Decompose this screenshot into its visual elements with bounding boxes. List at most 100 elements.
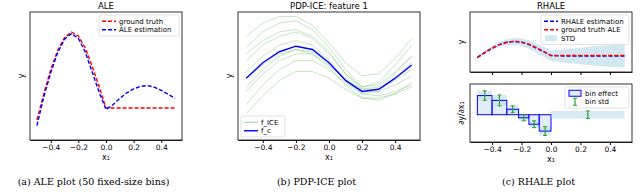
plot-area [37, 32, 175, 126]
x-tick-label: 0.2 [575, 145, 587, 154]
y-axis-title: y [17, 73, 26, 78]
x-tick: −0.4 [483, 142, 501, 154]
bin-std-errorbar [497, 95, 501, 106]
legend-label: RHALE estimation [561, 18, 624, 26]
errorbar-stem [545, 127, 546, 136]
errorbar-cap [586, 110, 590, 111]
plot-area [246, 16, 411, 113]
x-tick: 0.2 [357, 140, 369, 152]
legend: RHALE estimationground truth ALESTD [541, 15, 629, 45]
legend: f_ICEf_c [241, 116, 285, 137]
x-tick [522, 72, 523, 75]
errorbar-cap [532, 120, 536, 121]
x-axis-title: x₁ [102, 153, 110, 162]
errorbar-cap [522, 114, 526, 115]
errorbar-cap [511, 105, 515, 106]
x-tick-mark [610, 72, 611, 75]
ice-line [246, 21, 411, 87]
x-tick: 0.0 [324, 140, 336, 152]
figure-svg: −0.4 −0.2 0.0 0.2 0.4 ALE x₁ y (a) ALE plot (50 … [0, 0, 640, 192]
chart-title: RHALE [537, 1, 565, 11]
errorbar-stem [512, 106, 513, 113]
panel: −0.4 −0.2 0.0 0.2 0.4 ALE x₁ y (a) ALE plot (50 … [17, 1, 183, 187]
series-line [37, 34, 175, 126]
x-tick: −0.2 [287, 140, 305, 152]
legend-swatch [102, 21, 116, 22]
x-tick-mark [522, 72, 523, 75]
errorbar-cap [543, 135, 547, 136]
x-tick: 0.4 [156, 140, 168, 152]
plot-frame [470, 12, 632, 72]
x-tick: 0.0 [546, 142, 558, 154]
errorbar-cap [532, 127, 536, 128]
series-line [37, 32, 175, 120]
errorbar-cap [543, 126, 547, 127]
errorbar-cap [497, 94, 501, 95]
bin-std-errorbar [511, 106, 515, 113]
x-axis: −0.4 −0.2 0.0 0.2 0.4 [239, 140, 421, 152]
errorbar-cap [483, 100, 487, 101]
x-tick-label: 0.2 [128, 143, 140, 152]
plot-frame [30, 12, 182, 140]
x-tick: 0.4 [390, 140, 402, 152]
legend-swatch-cap [573, 98, 577, 99]
x-tick: −0.2 [70, 140, 88, 152]
chart-title: ALE [98, 1, 114, 11]
errorbar-stem [533, 121, 534, 128]
panel: RHALEy(c) RHALE plotRHALE estimationgrou… [457, 1, 633, 187]
legend: bin effectbin std [565, 87, 629, 108]
x-tick-mark [551, 72, 552, 75]
x-tick-label: −0.2 [513, 145, 531, 154]
x-tick-mark [492, 72, 493, 75]
legend-label: f_ICE [261, 119, 278, 127]
y-axis-title: ∂y/∂x₁ [457, 101, 466, 125]
plot-area [477, 91, 624, 136]
x-tick-label: 0.4 [156, 143, 168, 152]
legend-swatch [545, 35, 557, 41]
legend-box [99, 15, 179, 36]
legend-label: bin std [585, 98, 609, 106]
figure: −0.4 −0.2 0.0 0.2 0.4 ALE x₁ y (a) ALE plot (50 … [0, 0, 640, 192]
x-tick-label: −0.4 [42, 143, 60, 152]
bin-std-area [519, 115, 529, 121]
legend-box [565, 87, 629, 108]
x-tick [610, 72, 611, 75]
legend-label: f_c [261, 127, 271, 135]
x-tick: 0.4 [604, 142, 616, 154]
errorbar-cap [586, 118, 590, 119]
errorbar-stem [523, 115, 524, 121]
x-tick-label: −0.2 [287, 143, 305, 152]
legend-label: ALE estimation [119, 26, 172, 34]
x-axis-title: x₁ [547, 155, 555, 164]
errorbar-cap [511, 112, 515, 113]
panel: −0.4−0.20.00.20.4PDP-ICE: feature 1x₁y(b… [225, 1, 421, 187]
panel-caption: (c) RHALE plot [502, 176, 575, 187]
legend-swatch [544, 29, 558, 30]
panel-caption: (b) PDP-ICE plot [277, 176, 356, 187]
legend-swatch [544, 21, 558, 22]
x-tick [551, 72, 552, 75]
legend-swatch [102, 29, 116, 30]
x-tick-label: 0.0 [324, 143, 336, 152]
legend-box [241, 116, 285, 137]
x-tick [580, 72, 581, 75]
chart-title: PDP-ICE: feature 1 [290, 1, 368, 11]
bin-std-errorbar [543, 127, 547, 136]
legend: ground truthALE estimation [99, 15, 179, 36]
x-tick: −0.4 [254, 140, 272, 152]
x-tick-label: 0.0 [101, 143, 113, 152]
x-tick-label: 0.4 [390, 143, 402, 152]
x-tick: 0.2 [575, 142, 587, 154]
legend-swatch [244, 130, 258, 131]
panel-caption: (a) ALE plot (50 fixed-size bins) [18, 176, 170, 187]
x-tick-label: 0.2 [357, 143, 369, 152]
bin-std-area [551, 111, 625, 119]
legend-label: STD [561, 35, 575, 43]
x-tick-label: −0.4 [254, 143, 272, 152]
series-line [246, 46, 411, 91]
legend-label: ground truth [119, 18, 163, 26]
errorbar-cap [522, 120, 526, 121]
bin-std-errorbar [483, 91, 487, 101]
panel: −0.4 −0.2 0.0 0.2 0.4 x₁ ∂y/∂x₁ bin effectbin s… [457, 84, 633, 164]
errorbar-cap [497, 105, 501, 106]
